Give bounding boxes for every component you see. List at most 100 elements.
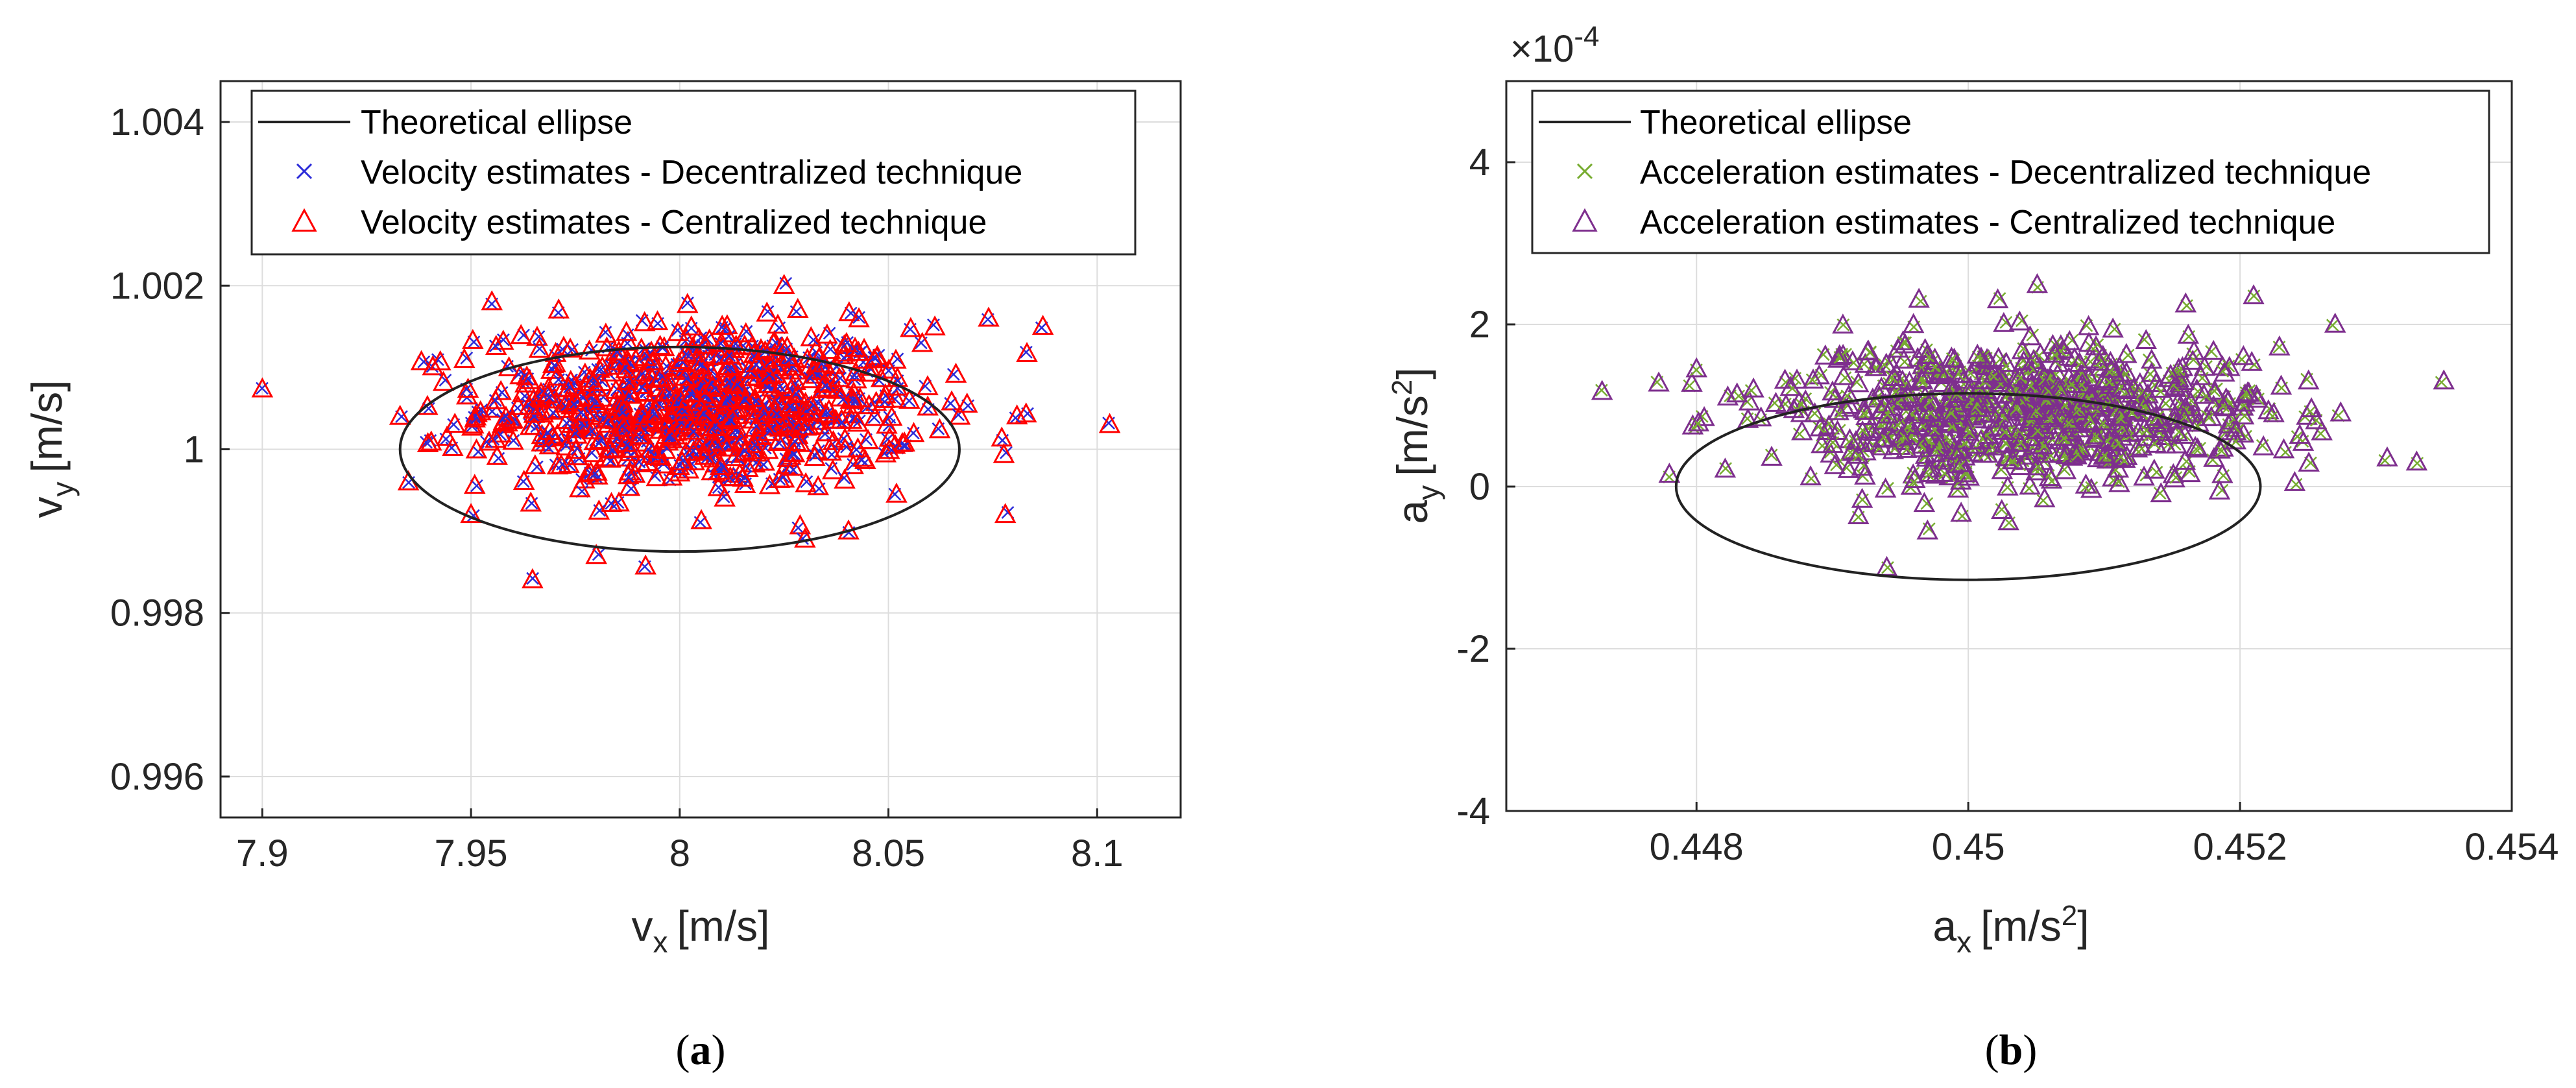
data-point-centralized (1851, 455, 1873, 476)
data-point-centralized (1908, 287, 1930, 308)
panel-b-acceleration: 0.448 0.45 0.452 0.454 -4 -2 0 2 4 ×10-4 ax [m/s… (1386, 21, 2559, 1074)
data-point-centralized (2150, 482, 2173, 503)
data-point-centralized (1916, 519, 1939, 540)
data-point-centralized (878, 358, 900, 379)
data-point-centralized (878, 426, 901, 447)
data-point-decentralized (1838, 371, 1852, 385)
data-point-centralized (1681, 372, 1703, 392)
data-point-centralized (566, 423, 588, 444)
y-tick-label: 2 (1469, 304, 1490, 346)
data-point-centralized (1890, 425, 1913, 446)
data-point-centralized (2311, 420, 2333, 441)
data-point-centralized (1847, 372, 1870, 393)
data-point-centralized (2020, 426, 2042, 446)
theoretical-ellipse (398, 345, 961, 553)
data-point-centralized (717, 370, 739, 391)
data-point-centralized (2066, 398, 2089, 418)
data-point-centralized (1992, 419, 2015, 440)
data-point-centralized (2035, 380, 2057, 400)
data-point-centralized (2009, 455, 2032, 476)
plot-frame (219, 80, 1182, 819)
data-point-centralized (1928, 436, 1950, 457)
data-point-centralized (863, 405, 886, 426)
data-point-centralized (1822, 380, 1844, 401)
data-point-centralized (2135, 329, 2158, 350)
data-point-decentralized (2102, 376, 2116, 389)
data-point-centralized (1920, 402, 1942, 422)
data-point-centralized (774, 412, 796, 433)
data-point-centralized (991, 426, 1013, 447)
data-point-centralized (1847, 443, 1869, 464)
data-point-centralized (674, 365, 697, 386)
data-point-centralized (818, 398, 840, 419)
data-point-centralized (574, 362, 596, 383)
data-point-centralized (834, 437, 856, 458)
data-point-decentralized (1953, 459, 1967, 472)
y-tick-label: 0.998 (110, 592, 204, 635)
data-point-centralized (900, 317, 922, 337)
data-point-centralized (2100, 357, 2123, 378)
data-point-centralized (612, 416, 635, 437)
data-point-centralized (1031, 315, 1054, 335)
data-point-centralized (756, 301, 778, 322)
data-point-centralized (2166, 421, 2189, 442)
data-point-centralized (924, 315, 946, 336)
data-point-centralized (633, 311, 656, 332)
data-point-decentralized (1914, 295, 1927, 308)
data-point-centralized (524, 415, 546, 435)
data-point-centralized (2010, 393, 2032, 413)
data-point-centralized (485, 335, 507, 355)
data-point-centralized (753, 450, 775, 471)
data-point-centralized (2324, 312, 2346, 333)
data-point-centralized (2162, 463, 2185, 483)
data-point-centralized (566, 445, 588, 466)
data-point-centralized (2232, 345, 2255, 365)
data-point-centralized (2052, 338, 2074, 359)
data-point-decentralized (802, 422, 815, 435)
data-point-centralized (2177, 323, 2200, 344)
data-point-decentralized (2217, 399, 2230, 413)
data-point-centralized (2106, 431, 2128, 452)
data-point-decentralized (2199, 389, 2213, 403)
data-point-centralized (756, 420, 779, 441)
data-point-centralized (1005, 404, 1028, 425)
data-point-centralized (1920, 389, 1942, 410)
data-point-centralized (2005, 398, 2028, 418)
data-point-centralized (675, 341, 697, 362)
x-tick-label: 0.45 (1932, 826, 2005, 868)
data-point-decentralized (541, 426, 555, 439)
data-point-centralized (767, 431, 789, 452)
data-point-centralized (1966, 343, 1989, 364)
data-point-centralized (586, 460, 608, 481)
data-point-centralized (671, 450, 693, 470)
data-point-decentralized (738, 444, 752, 457)
data-point-centralized (1098, 413, 1121, 433)
data-point-centralized (701, 374, 724, 395)
data-point-centralized (2149, 378, 2171, 398)
data-point-centralized (660, 465, 683, 486)
data-point-decentralized (2121, 348, 2135, 362)
data-point-centralized (2165, 433, 2187, 453)
data-point-centralized (721, 407, 743, 428)
data-point-centralized (2067, 405, 2090, 426)
data-point-centralized (941, 390, 963, 411)
data-point-centralized (1737, 407, 1759, 428)
y-tick-labels: -4 -2 0 2 4 (1456, 141, 1490, 832)
data-point-decentralized (1856, 424, 1870, 437)
data-point-decentralized (2205, 345, 2218, 358)
data-point-centralized (1857, 340, 1879, 361)
data-point-centralized (1925, 463, 1947, 484)
data-point-decentralized (837, 471, 851, 485)
data-point-centralized (1658, 463, 1681, 483)
data-point-centralized (2055, 394, 2077, 415)
data-point-centralized (795, 415, 817, 436)
data-point-centralized (530, 381, 552, 402)
data-point-centralized (2031, 434, 2054, 455)
data-point-centralized (389, 404, 411, 425)
data-point-centralized (874, 442, 897, 463)
data-point-centralized (667, 320, 689, 341)
data-point-centralized (813, 372, 836, 393)
data-point-decentralized (2239, 386, 2253, 400)
data-point-centralized (518, 369, 541, 389)
